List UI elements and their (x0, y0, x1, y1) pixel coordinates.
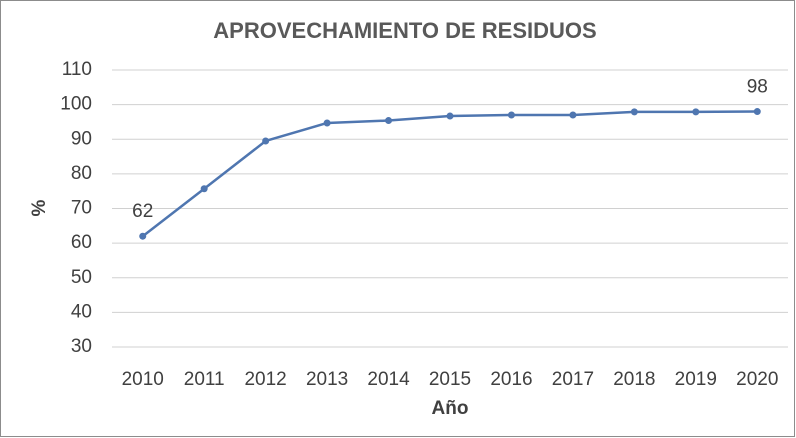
y-tick-label: 60 (71, 232, 92, 253)
y-tick-label: 100 (60, 94, 92, 115)
y-tick-label: 90 (71, 128, 92, 149)
data-point (323, 119, 331, 127)
x-tick-label: 2013 (306, 369, 348, 390)
y-tick-label: 110 (62, 59, 92, 80)
data-point (569, 111, 577, 119)
y-tick-label: 70 (71, 198, 92, 219)
x-tick-label: 2011 (184, 369, 225, 390)
y-tick-label: 30 (71, 336, 92, 357)
data-point (262, 137, 270, 145)
y-tick-label: 50 (71, 267, 92, 288)
x-tick-label: 2017 (552, 369, 594, 390)
data-point (200, 185, 208, 193)
data-point (385, 117, 393, 125)
y-tick-label: 80 (71, 163, 92, 184)
x-tick-label: 2012 (244, 369, 286, 390)
x-tick-label: 2019 (675, 369, 717, 390)
data-label: 62 (132, 201, 153, 222)
data-point (753, 108, 761, 116)
data-label: 98 (747, 77, 768, 98)
data-point (692, 108, 700, 116)
x-tick-label: 2014 (367, 369, 410, 390)
y-axis-title: % (29, 199, 50, 216)
x-tick-label: 2016 (490, 369, 532, 390)
data-point (446, 112, 454, 120)
x-tick-label: 2010 (122, 369, 164, 390)
chart-title: APROVECHAMIENTO DE RESIDUOS (213, 18, 596, 43)
data-point (507, 111, 515, 119)
x-tick-label: 2015 (429, 369, 471, 390)
data-point (139, 232, 147, 240)
y-tick-label: 40 (71, 301, 92, 322)
data-point (630, 108, 638, 116)
x-tick-label: 2018 (613, 369, 655, 390)
x-axis-title: Año (432, 398, 469, 419)
x-tick-label: 2020 (736, 369, 778, 390)
